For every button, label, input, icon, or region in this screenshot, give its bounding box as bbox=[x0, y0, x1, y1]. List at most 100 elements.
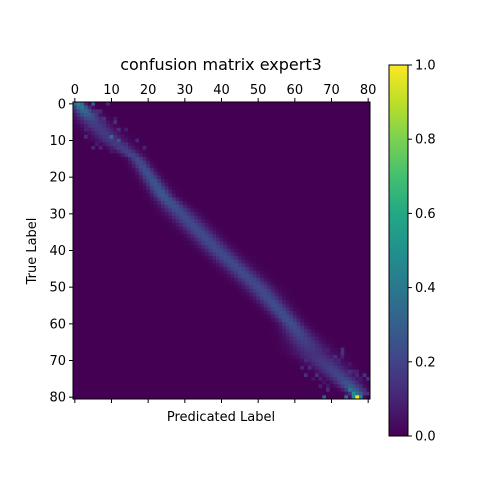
heatmap-cell bbox=[322, 237, 327, 242]
heatmap-cell bbox=[340, 307, 345, 312]
heatmap-cell bbox=[183, 131, 188, 136]
heatmap-cell bbox=[109, 102, 114, 107]
heatmap-cell bbox=[179, 164, 184, 169]
heatmap-cell bbox=[359, 182, 364, 187]
heatmap-cell bbox=[263, 292, 268, 297]
heatmap-cell bbox=[362, 197, 367, 202]
heatmap-cell bbox=[73, 303, 78, 308]
heatmap-cell bbox=[216, 105, 221, 110]
heatmap-cell bbox=[245, 292, 250, 297]
heatmap-cell bbox=[80, 146, 85, 151]
heatmap-cell bbox=[98, 325, 103, 330]
heatmap-cell bbox=[117, 120, 122, 125]
heatmap-cell bbox=[366, 135, 371, 140]
heatmap-cell bbox=[245, 197, 250, 202]
heatmap-cell bbox=[304, 120, 309, 125]
heatmap-cell bbox=[315, 318, 320, 323]
heatmap-cell bbox=[87, 157, 92, 162]
heatmap-cell bbox=[146, 102, 151, 107]
heatmap-cell bbox=[304, 296, 309, 301]
heatmap-cell bbox=[333, 146, 338, 151]
heatmap-cell bbox=[230, 105, 235, 110]
heatmap-cell bbox=[98, 226, 103, 231]
heatmap-cell bbox=[249, 234, 254, 239]
heatmap-cell bbox=[95, 135, 100, 140]
heatmap-cell bbox=[289, 160, 294, 165]
heatmap-cell bbox=[135, 190, 140, 195]
heatmap-cell bbox=[201, 241, 206, 246]
heatmap-cell bbox=[91, 160, 96, 165]
heatmap-cell bbox=[260, 267, 265, 272]
heatmap-cell bbox=[315, 113, 320, 118]
heatmap-cell bbox=[293, 157, 298, 162]
heatmap-cell bbox=[205, 226, 210, 231]
heatmap-cell bbox=[139, 113, 144, 118]
heatmap-cell bbox=[249, 120, 254, 125]
heatmap-cell bbox=[80, 135, 85, 140]
heatmap-cell bbox=[307, 237, 312, 242]
heatmap-cell bbox=[190, 234, 195, 239]
heatmap-cell bbox=[197, 281, 202, 286]
heatmap-cell bbox=[153, 215, 158, 220]
heatmap-cell bbox=[190, 149, 195, 154]
heatmap-cell bbox=[300, 237, 305, 242]
heatmap-cell bbox=[117, 241, 122, 246]
heatmap-cell bbox=[84, 223, 89, 228]
heatmap-cell bbox=[172, 300, 177, 305]
heatmap-cell bbox=[227, 201, 232, 206]
heatmap-cell bbox=[274, 116, 279, 121]
heatmap-cell bbox=[318, 296, 323, 301]
heatmap-cell bbox=[245, 300, 250, 305]
heatmap-cell bbox=[98, 303, 103, 308]
heatmap-cell bbox=[223, 153, 228, 158]
heatmap-cell bbox=[124, 175, 129, 180]
heatmap-cell bbox=[91, 252, 96, 257]
heatmap-cell bbox=[260, 281, 265, 286]
heatmap-cell bbox=[84, 120, 89, 125]
heatmap-cell bbox=[252, 208, 257, 213]
heatmap-cell bbox=[366, 138, 371, 143]
heatmap-cell bbox=[318, 285, 323, 290]
heatmap-cell bbox=[102, 124, 107, 129]
heatmap-cell bbox=[307, 179, 312, 184]
heatmap-cell bbox=[245, 263, 250, 268]
heatmap-cell bbox=[227, 113, 232, 118]
heatmap-cell bbox=[201, 124, 206, 129]
heatmap-cell bbox=[131, 102, 136, 107]
heatmap-cell bbox=[87, 267, 92, 272]
heatmap-cell bbox=[179, 223, 184, 228]
heatmap-cell bbox=[249, 113, 254, 118]
heatmap-cell bbox=[348, 256, 353, 261]
heatmap-cell bbox=[249, 303, 254, 308]
heatmap-cell bbox=[87, 190, 92, 195]
heatmap-cell bbox=[344, 182, 349, 187]
heatmap-cell bbox=[219, 102, 224, 107]
heatmap-cell bbox=[168, 248, 173, 253]
heatmap-cell bbox=[161, 138, 166, 143]
heatmap-cell bbox=[322, 182, 327, 187]
heatmap-cell bbox=[362, 149, 367, 154]
heatmap-cell bbox=[124, 149, 129, 154]
heatmap-cell bbox=[91, 314, 96, 319]
heatmap-cell bbox=[84, 325, 89, 330]
heatmap-cell bbox=[76, 160, 81, 165]
heatmap-cell bbox=[230, 296, 235, 301]
heatmap-cell bbox=[117, 190, 122, 195]
heatmap-cell bbox=[106, 292, 111, 297]
heatmap-cell bbox=[285, 138, 290, 143]
heatmap-cell bbox=[285, 116, 290, 121]
heatmap-cell bbox=[285, 219, 290, 224]
heatmap-cell bbox=[227, 190, 232, 195]
heatmap-cell bbox=[113, 252, 118, 257]
heatmap-cell bbox=[267, 311, 272, 316]
heatmap-cell bbox=[142, 193, 147, 198]
heatmap-cell bbox=[113, 109, 118, 114]
heatmap-cell bbox=[252, 289, 257, 294]
heatmap-cell bbox=[186, 204, 191, 209]
heatmap-cell bbox=[307, 182, 312, 187]
heatmap-cell bbox=[157, 223, 162, 228]
heatmap-cell bbox=[326, 160, 331, 165]
heatmap-cell bbox=[311, 281, 316, 286]
heatmap-cell bbox=[131, 289, 136, 294]
heatmap-cell bbox=[230, 160, 235, 165]
